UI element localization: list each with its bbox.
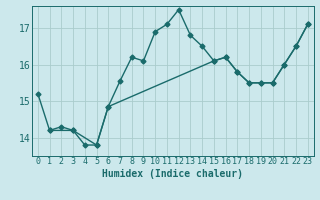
- X-axis label: Humidex (Indice chaleur): Humidex (Indice chaleur): [102, 169, 243, 179]
